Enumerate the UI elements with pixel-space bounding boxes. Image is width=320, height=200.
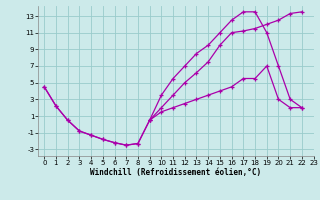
X-axis label: Windchill (Refroidissement éolien,°C): Windchill (Refroidissement éolien,°C): [91, 168, 261, 177]
